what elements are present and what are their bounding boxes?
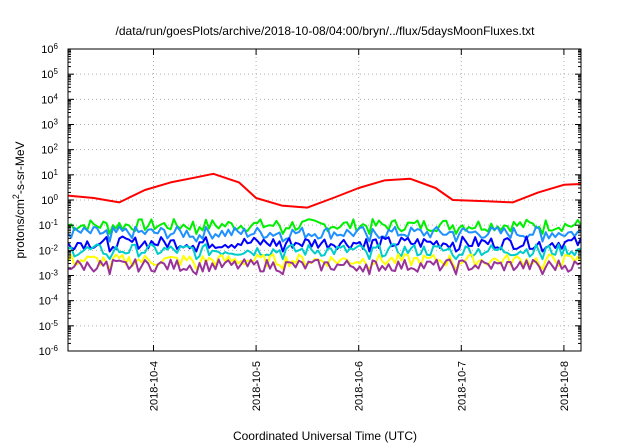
series-line-3 — [68, 235, 581, 253]
x-tick-label: 2018-10-4 — [149, 361, 161, 411]
series-line-0 — [68, 172, 581, 209]
y-tick-base: 10 — [41, 69, 53, 81]
y-tick-label: 104 — [41, 92, 58, 107]
y-tick-exponent: 6 — [54, 42, 59, 51]
y-axis: 10-610-510-410-310-210-11001011021031041… — [39, 42, 581, 359]
chart-grid — [68, 49, 581, 351]
x-tick-label: 2018-10-8 — [559, 361, 571, 411]
series-group — [68, 172, 581, 276]
y-axis-label-part: protons/cm — [13, 199, 27, 258]
y-tick-exponent: -6 — [51, 344, 59, 353]
x-axis: 2018-10-4 2018-10-5 2018-10-6 2018-10-7 2018… — [149, 49, 571, 411]
x-tick-label: 2018-10-6 — [354, 361, 366, 411]
x-axis-label: Coordinated Universal Time (UTC) — [233, 429, 417, 443]
x-tick-label: 2018-10-7 — [456, 361, 468, 411]
y-tick-base: 10 — [41, 195, 53, 207]
series-line-6 — [68, 258, 581, 276]
series-line-2 — [68, 225, 581, 243]
y-tick-base: 10 — [41, 44, 53, 56]
y-axis-label: protons/cm2-s-sr-MeV — [11, 141, 27, 258]
y-tick-base: 10 — [41, 120, 53, 132]
y-tick-label: 101 — [41, 167, 58, 182]
y-tick-label: 10-6 — [39, 344, 59, 359]
y-tick-base: 10 — [39, 220, 51, 232]
y-tick-base: 10 — [39, 346, 51, 358]
y-tick-exponent: 5 — [54, 67, 59, 76]
y-tick-exponent: 2 — [54, 142, 59, 151]
y-tick-exponent: 4 — [54, 92, 59, 101]
y-tick-label: 10-4 — [39, 293, 59, 308]
y-tick-label: 103 — [41, 117, 58, 132]
y-tick-base: 10 — [39, 296, 51, 308]
y-tick-exponent: -1 — [51, 218, 59, 227]
y-tick-exponent: 0 — [54, 193, 59, 202]
y-tick-exponent: -3 — [51, 268, 59, 277]
y-axis-label-superscript: 2 — [11, 194, 21, 199]
y-tick-label: 10-5 — [39, 318, 59, 333]
y-tick-label: 10-3 — [39, 268, 59, 283]
y-tick-label: 100 — [41, 193, 58, 208]
y-axis-label-part: -s-sr-MeV — [13, 141, 27, 194]
y-tick-exponent: 3 — [54, 117, 59, 126]
chart-series — [68, 172, 581, 276]
y-tick-base: 10 — [41, 94, 53, 106]
y-tick-base: 10 — [39, 271, 51, 283]
y-tick-base: 10 — [39, 245, 51, 257]
y-tick-exponent: -2 — [51, 243, 59, 252]
y-tick-exponent: -5 — [51, 318, 59, 327]
chart-title: /data/run/goesPlots/archive/2018-10-08/0… — [116, 24, 536, 38]
y-tick-label: 102 — [41, 142, 58, 157]
y-tick-label: 10-2 — [39, 243, 59, 257]
y-tick-exponent: 1 — [54, 167, 59, 176]
y-tick-label: 105 — [41, 67, 58, 82]
x-tick-label: 2018-10-5 — [251, 361, 263, 411]
y-tick-exponent: -4 — [51, 293, 59, 302]
y-tick-base: 10 — [41, 170, 53, 182]
y-tick-base: 10 — [39, 321, 51, 333]
y-tick-label: 10-1 — [39, 218, 59, 233]
y-tick-base: 10 — [41, 145, 53, 157]
y-tick-label: 106 — [41, 42, 58, 57]
series-line-4 — [68, 243, 581, 261]
